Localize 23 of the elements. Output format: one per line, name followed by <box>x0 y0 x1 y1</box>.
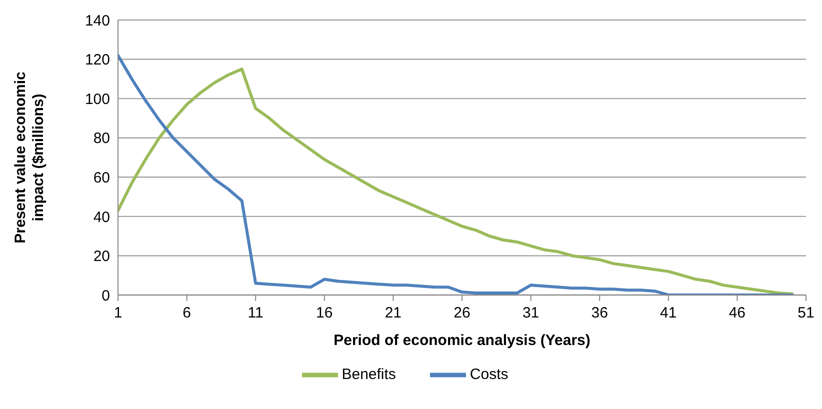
legend-label: Costs <box>470 366 508 383</box>
y-tick-label: 100 <box>84 90 110 108</box>
y-tick-label: 140 <box>84 12 110 30</box>
x-tick-label: 21 <box>384 304 402 322</box>
y-tick-label: 60 <box>93 169 110 186</box>
x-tick-label: 11 <box>248 304 264 322</box>
x-tick-label: 31 <box>522 304 540 322</box>
x-tick-label: 26 <box>454 304 470 322</box>
y-tick-label: 20 <box>93 248 110 266</box>
x-tick-label: 41 <box>660 304 677 322</box>
y-tick-label: 40 <box>93 208 110 226</box>
y-tick-label: 80 <box>93 130 110 148</box>
x-tick-label: 1 <box>114 304 122 322</box>
x-tick-label: 6 <box>182 304 191 322</box>
y-tick-label: 0 <box>102 287 110 304</box>
x-tick-label: 16 <box>316 304 333 322</box>
x-axis-title: Period of economic analysis (Years) <box>334 332 590 349</box>
y-tick-label: 120 <box>84 52 110 69</box>
x-tick-label: 51 <box>798 304 814 322</box>
x-tick-label: 46 <box>728 304 746 322</box>
y-axis-title: Present value economic impact ($millions) <box>12 72 47 244</box>
legend-label: Benefits <box>342 366 396 383</box>
x-tick-label: 36 <box>591 304 608 322</box>
